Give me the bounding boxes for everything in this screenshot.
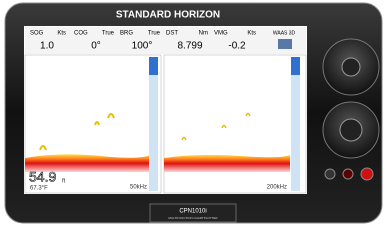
field-label: VMG <box>214 31 228 37</box>
temperature: 67.3°F <box>30 186 48 192</box>
sonar-right: 200kHz <box>164 55 306 193</box>
device: STANDARD HORIZON SOG Kts 1.0 COG True 0°… <box>0 0 386 242</box>
zoom-button[interactable] <box>342 58 360 76</box>
mob-button[interactable] <box>343 169 353 179</box>
field-unit: Kts <box>247 31 256 37</box>
field-unit: Kts <box>57 31 66 37</box>
frequency: 50kHz <box>130 185 147 191</box>
field-unit: Nm <box>199 31 208 37</box>
enter-button[interactable] <box>340 119 362 141</box>
field-unit: True <box>102 31 115 37</box>
field-value: 8.799 <box>177 41 202 52</box>
brand: STANDARD HORIZON <box>116 10 220 21</box>
page: STANDARD HORIZON SOG Kts 1.0 COG True 0°… <box>0 0 386 242</box>
field-value: 0° <box>91 41 101 52</box>
field-label: SOG <box>30 31 44 37</box>
field-value: 1.0 <box>40 41 54 52</box>
depth: 54.9 <box>29 169 56 185</box>
depth-unit: ft <box>62 179 66 185</box>
field-value: -0.2 <box>228 41 246 52</box>
status-bar: SOG Kts 1.0 COG True 0° BRG True 100° DS… <box>25 27 306 54</box>
field-label: DST <box>166 31 178 37</box>
model-name: CPN1010i <box>179 209 206 215</box>
field-label: COG <box>74 31 88 37</box>
gps-status: WAAS 3D <box>273 30 296 36</box>
field-label: BRG <box>120 31 133 37</box>
sonar-left: 54.9 ft 67.3°F 50kHz <box>25 55 161 193</box>
field-unit: True <box>148 31 161 37</box>
info-button[interactable] <box>325 169 335 179</box>
field-value: 100° <box>132 41 153 52</box>
model-subtitle: MULTIFUNCTION CHARTPLOTTER <box>168 216 218 220</box>
gps-icon <box>278 39 292 49</box>
frequency: 200kHz <box>267 185 287 191</box>
power-button[interactable] <box>361 168 373 180</box>
